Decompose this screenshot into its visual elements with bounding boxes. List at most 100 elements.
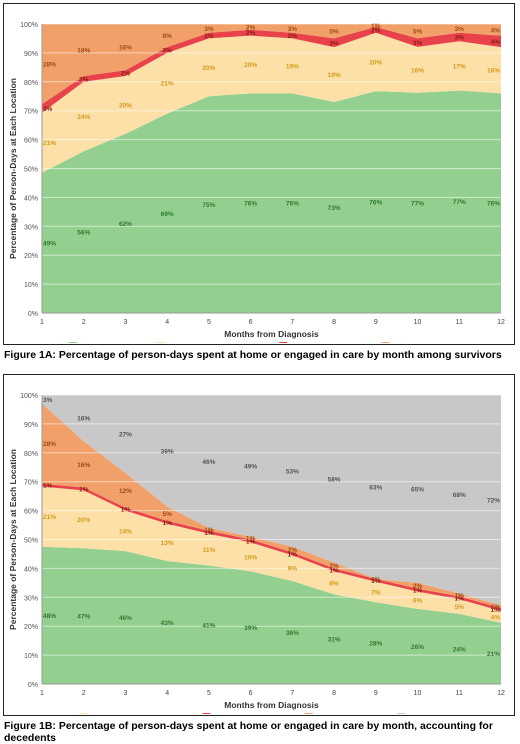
legend-label-days-at-home: Days at Home bbox=[80, 342, 136, 344]
data-label-days-seen-in-clinic: 4% bbox=[491, 614, 501, 621]
data-label-days-seen-in-ed: 1% bbox=[329, 567, 339, 574]
data-label-days-seen-in-clinic: 6% bbox=[413, 598, 423, 605]
data-label-days-seen-in-ed: 2% bbox=[79, 76, 89, 83]
data-label-days-admitted: 2% bbox=[413, 583, 423, 590]
x-tick-label: 7 bbox=[290, 319, 294, 326]
data-label-days-admitted: 0% bbox=[371, 576, 381, 583]
x-tick-label: 9 bbox=[374, 319, 378, 326]
data-label-days-seen-in-clinic: 9% bbox=[288, 566, 298, 573]
y-tick-label: 70% bbox=[24, 480, 38, 487]
y-tick-label: 0% bbox=[28, 311, 38, 318]
data-label-days-seen-in-ed: 2% bbox=[246, 30, 256, 37]
legend-swatch-days-at-home bbox=[69, 342, 78, 350]
data-label-days-at-home: 46% bbox=[119, 615, 132, 622]
x-tick-label: 6 bbox=[249, 690, 253, 697]
legend-swatch-days-admitted bbox=[304, 713, 313, 721]
data-label-days-seen-in-clinic: 19% bbox=[328, 72, 341, 79]
data-label-days-seen-in-ed: 1% bbox=[371, 578, 381, 585]
figure-1a-caption: Figure 1A: Percentage of person-days spe… bbox=[4, 349, 502, 361]
x-tick-label: 12 bbox=[497, 690, 505, 697]
x-tick-label: 3 bbox=[124, 319, 128, 326]
data-label-days-seen-in-clinic: 17% bbox=[453, 63, 466, 70]
data-label-days-admitted: 16% bbox=[119, 45, 132, 52]
data-label-days-at-home: 31% bbox=[328, 637, 341, 644]
data-label-days-at-home: 76% bbox=[369, 200, 382, 207]
data-label-days-seen-in-clinic: 20% bbox=[202, 65, 215, 72]
y-tick-label: 90% bbox=[24, 422, 38, 429]
data-label-days-seen-in-ed: 4% bbox=[491, 39, 501, 46]
data-label-died-or-lost-to-follow-up: 39% bbox=[161, 448, 174, 455]
data-label-days-seen-in-ed: 1% bbox=[204, 530, 214, 537]
data-label-days-seen-in-clinic: 20% bbox=[77, 517, 90, 524]
data-label-days-seen-in-ed: 1% bbox=[121, 507, 131, 514]
legend-label-died-or-lost-to-follow-up: Died or Lost to Follow Up bbox=[408, 713, 511, 715]
x-tick-label: 11 bbox=[456, 690, 463, 697]
data-label-days-at-home: 41% bbox=[202, 622, 215, 629]
y-axis-title: Percentage of Person-Days at Each Locati… bbox=[8, 78, 18, 259]
data-label-days-seen-in-clinic: 5% bbox=[455, 604, 465, 611]
y-tick-label: 60% bbox=[24, 509, 38, 516]
data-label-days-seen-in-ed: 1% bbox=[413, 588, 423, 595]
data-label-days-admitted: 1% bbox=[204, 527, 214, 534]
data-label-days-admitted: 12% bbox=[119, 488, 132, 495]
data-label-days-at-home: 28% bbox=[369, 641, 382, 648]
data-label-days-seen-in-ed: 1% bbox=[162, 520, 172, 527]
data-label-days-admitted: 4% bbox=[491, 27, 501, 34]
y-tick-label: 100% bbox=[20, 22, 38, 29]
data-label-days-seen-in-clinic: 21% bbox=[43, 514, 56, 521]
data-label-died-or-lost-to-follow-up: 53% bbox=[286, 468, 299, 475]
data-label-days-at-home: 56% bbox=[77, 230, 90, 237]
x-tick-label: 10 bbox=[414, 690, 422, 697]
data-label-days-at-home: 73% bbox=[328, 205, 341, 212]
legend-label-days-admitted: Days Admitted bbox=[393, 342, 452, 344]
y-tick-label: 10% bbox=[24, 653, 38, 660]
data-label-days-at-home: 62% bbox=[119, 221, 132, 228]
x-tick-label: 6 bbox=[249, 319, 253, 326]
data-label-days-admitted: 5% bbox=[329, 29, 339, 36]
data-label-days-seen-in-clinic: 8% bbox=[329, 580, 339, 587]
x-axis-title: Months from Diagnosis bbox=[224, 700, 319, 710]
data-label-days-seen-in-clinic: 11% bbox=[203, 547, 216, 554]
data-label-days-seen-in-ed: 1% bbox=[491, 607, 501, 614]
x-tick-label: 4 bbox=[165, 319, 169, 326]
data-label-days-seen-in-clinic: 21% bbox=[161, 81, 174, 88]
data-label-days-admitted: 5% bbox=[413, 29, 423, 36]
area-days-at-home bbox=[42, 90, 501, 313]
data-label-died-or-lost-to-follow-up: 63% bbox=[369, 484, 382, 491]
y-tick-label: 90% bbox=[24, 51, 38, 58]
data-label-days-seen-in-clinic: 20% bbox=[119, 102, 132, 109]
x-tick-label: 5 bbox=[207, 319, 211, 326]
legend-label-days-seen-in-ed: Days Seen in ED bbox=[290, 342, 357, 344]
data-label-days-admitted: 2% bbox=[246, 24, 256, 31]
x-tick-label: 1 bbox=[40, 690, 44, 697]
x-tick-label: 3 bbox=[124, 690, 128, 697]
legend-swatch-days-seen-in-ed bbox=[202, 713, 211, 721]
data-label-days-seen-in-ed: 2% bbox=[288, 33, 298, 40]
data-label-days-seen-in-clinic: 21% bbox=[43, 140, 56, 147]
data-label-days-seen-in-clinic: 10% bbox=[244, 554, 257, 561]
data-label-days-admitted: 1% bbox=[491, 604, 501, 611]
data-label-days-seen-in-ed: 1% bbox=[43, 483, 53, 490]
area-days-seen-in-clinic bbox=[42, 32, 501, 173]
legend-swatch-days-seen-in-clinic bbox=[79, 713, 88, 721]
data-label-days-admitted: 3% bbox=[204, 26, 214, 33]
y-tick-label: 70% bbox=[24, 109, 38, 116]
data-label-days-at-home: 43% bbox=[161, 620, 174, 627]
area-days-at-home bbox=[42, 546, 501, 684]
data-label-days-seen-in-ed: 2% bbox=[204, 33, 214, 40]
data-label-days-at-home: 21% bbox=[487, 651, 500, 658]
y-axis-title: Percentage of Person-Days at Each Locati… bbox=[8, 449, 18, 630]
data-label-days-admitted: 28% bbox=[43, 62, 56, 69]
data-label-days-at-home: 77% bbox=[411, 200, 424, 207]
x-tick-label: 11 bbox=[456, 319, 463, 326]
area-days-seen-in-ed bbox=[42, 26, 501, 113]
data-label-died-or-lost-to-follow-up: 46% bbox=[202, 459, 215, 466]
data-label-died-or-lost-to-follow-up: 49% bbox=[244, 463, 257, 470]
data-label-died-or-lost-to-follow-up: 16% bbox=[77, 416, 90, 423]
data-label-days-at-home: 76% bbox=[487, 201, 500, 208]
x-tick-label: 4 bbox=[165, 690, 169, 697]
area-days-seen-in-ed bbox=[42, 483, 501, 611]
data-label-days-admitted: 2% bbox=[288, 547, 298, 554]
data-label-died-or-lost-to-follow-up: 3% bbox=[43, 397, 53, 404]
legend-label-days-seen-in-clinic: Days Seen in Clinic bbox=[91, 713, 170, 715]
